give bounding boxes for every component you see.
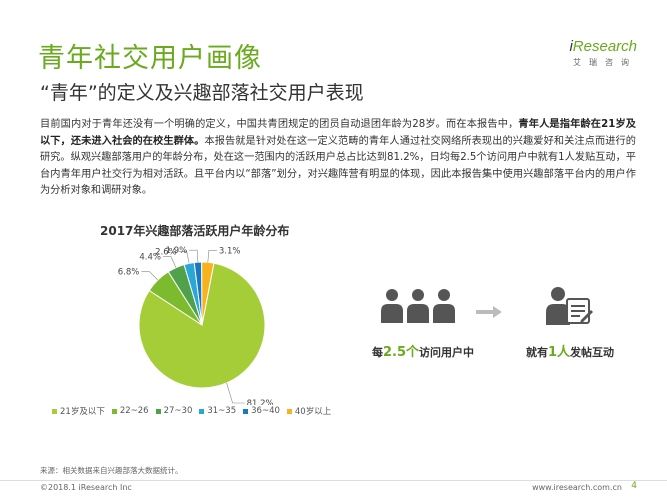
arrow-right-icon bbox=[476, 306, 502, 318]
legend-swatch bbox=[199, 408, 205, 414]
visit-number: 2.5个 bbox=[383, 345, 420, 360]
age-pie-chart: 81.2% 6.8% 4.4%2.6%1.9% 3.1% bbox=[118, 246, 274, 405]
legend-swatch bbox=[111, 408, 117, 414]
page-number: 4 bbox=[631, 481, 637, 491]
data-label-3: 2.6% bbox=[155, 248, 177, 258]
iresearch-logo: iResearch 艾瑞咨询 bbox=[537, 38, 637, 68]
footer-divider bbox=[0, 480, 667, 481]
legend-swatch bbox=[286, 408, 292, 414]
legend-label: 21岁及以下 bbox=[60, 407, 105, 417]
logo-i: i bbox=[569, 38, 573, 55]
legend-item: 40岁以上 bbox=[286, 405, 332, 417]
legend-item: 31~35 bbox=[199, 405, 236, 417]
legend-item: 36~40 bbox=[243, 405, 280, 417]
post-number: 1人 bbox=[548, 345, 571, 360]
chart-title: 2017年兴趣部落活跃用户年龄分布 bbox=[100, 224, 290, 238]
leader-line-0 bbox=[226, 382, 245, 404]
post-suffix: 发帖互动 bbox=[570, 346, 615, 359]
website-url: www.iresearch.com.cn bbox=[532, 483, 622, 492]
leader-line-4 bbox=[189, 249, 199, 263]
legend-swatch bbox=[155, 408, 161, 414]
logo-subtext: 艾瑞咨询 bbox=[573, 58, 637, 67]
user-post-icon bbox=[546, 287, 593, 325]
leader-line-3 bbox=[178, 251, 190, 264]
legend-item: 21岁及以下 bbox=[52, 405, 105, 417]
legend-label: 22~26 bbox=[119, 406, 149, 416]
legend-label: 36~40 bbox=[251, 406, 280, 416]
post-stat-caption: 就有1人发帖互动 bbox=[526, 341, 614, 360]
data-label-0: 81.2% bbox=[247, 399, 274, 405]
chart-legend: 21岁及以下 22~26 27~30 31~35 36~40 40岁以上 bbox=[52, 405, 338, 417]
three-users-icon bbox=[381, 289, 455, 323]
copyright: ©2018.1 iResearch Inc bbox=[40, 483, 132, 492]
legend-label: 27~30 bbox=[163, 406, 193, 416]
data-label-1: 6.8% bbox=[118, 268, 140, 278]
legend-label: 31~35 bbox=[207, 406, 237, 416]
legend-label: 40岁以上 bbox=[294, 407, 332, 417]
leader-line-2 bbox=[163, 256, 177, 268]
para-text-1: 目前国内对于青年还没有一个明确的定义，中国共青团规定的团员自动退团年龄为28岁。… bbox=[40, 119, 519, 130]
visit-prefix: 每 bbox=[372, 346, 383, 359]
legend-item: 22~26 bbox=[111, 405, 149, 417]
legend-swatch bbox=[243, 408, 249, 414]
data-label-5: 3.1% bbox=[219, 246, 241, 256]
legend-item: 27~30 bbox=[155, 405, 193, 417]
legend-swatch bbox=[52, 408, 57, 414]
leader-line-1 bbox=[141, 271, 159, 281]
data-label-2: 4.4% bbox=[139, 253, 161, 263]
data-label-4: 1.9% bbox=[166, 246, 188, 256]
source-note: 来源：相关数据来自兴趣部落大数据统计。 bbox=[40, 466, 183, 475]
pie-slice-0 bbox=[138, 262, 266, 389]
visit-suffix: 访问用户中 bbox=[419, 346, 475, 359]
page-subtitle: “青年”的定义及兴趣部落社交用户表现 bbox=[40, 82, 364, 104]
leader-line-5 bbox=[207, 250, 217, 263]
post-prefix: 就有 bbox=[526, 346, 548, 359]
logo-text: Research bbox=[572, 38, 637, 55]
visit-stat-caption: 每2.5个访问用户中 bbox=[372, 341, 474, 360]
intro-paragraph: 目前国内对于青年还没有一个明确的定义，中国共青团规定的团员自动退团年龄为28岁。… bbox=[40, 117, 636, 200]
para-text-2: 本报告就是针对处在这一定义范畴的青年人通过社交网络所表现出的兴趣爱好和关注点而进… bbox=[40, 135, 636, 197]
para-bold-text: 青年人是指年龄在21岁及以下，还未进入社会的在校生群体。 bbox=[40, 119, 636, 147]
page-title: 青年社交用户画像 bbox=[38, 43, 262, 74]
